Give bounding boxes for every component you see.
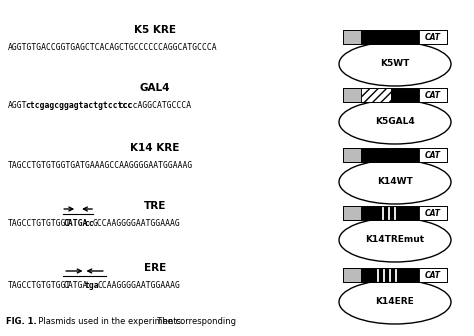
Bar [343,268,361,282]
Text: AGGT: AGGT [8,101,27,111]
Bar [361,148,419,162]
Text: cc: cc [84,219,94,228]
Bar [361,30,419,44]
Bar [419,30,447,44]
Text: AGGTGTGACCGGTGAGCTCACAGCTGCCCCCCAGGCATGCCCA: AGGTGTGACCGGTGAGCTCACAGCTGCCCCCCAGGCATGC… [8,43,218,52]
Bar [343,30,361,44]
Ellipse shape [339,280,451,324]
Text: ERE: ERE [144,263,166,273]
Ellipse shape [339,160,451,204]
Text: K14ERE: K14ERE [375,297,414,306]
Text: TAGCCTGTGTGGT: TAGCCTGTGTGGT [8,219,72,228]
Bar [419,88,447,102]
Text: CAT: CAT [425,33,441,42]
Text: CAT: CAT [425,209,441,217]
Text: TAGCCTGTGTGGT: TAGCCTGTGTGGT [8,282,72,291]
Text: GAL4: GAL4 [140,83,170,93]
Bar [361,268,419,282]
Text: K14WT: K14WT [377,177,413,186]
Text: K14 KRE: K14 KRE [130,143,180,153]
Bar [343,206,361,220]
Text: K5GAL4: K5GAL4 [375,118,415,126]
Text: TAGCCTGTGTGGTGATGAAAGCCAAGGGGAATGGAAAG: TAGCCTGTGTGGTGATGAAAGCCAAGGGGAATGGAAAG [8,162,193,170]
Bar [343,88,447,102]
Text: CATGA: CATGA [63,219,88,228]
Text: TRE: TRE [144,201,166,211]
Text: FIG. 1.: FIG. 1. [6,318,37,327]
Bar [391,88,419,102]
Bar [361,206,419,220]
Text: ccccAGGCATGCCCA: ccccAGGCATGCCCA [118,101,191,111]
Text: GCCAAGGGGAATGGAAAG: GCCAAGGGGAATGGAAAG [93,219,181,228]
Text: CATGA: CATGA [63,282,88,291]
Text: K14TREmut: K14TREmut [365,236,425,245]
Text: ctcgagcggagtactgtcctcc: ctcgagcggagtactgtcctcc [25,101,132,111]
Text: Plasmids used in the experiments.: Plasmids used in the experiments. [33,318,183,327]
Bar [343,148,447,162]
Text: CAT: CAT [425,90,441,99]
Ellipse shape [339,100,451,144]
Text: tga: tga [84,282,99,291]
Text: CAT: CAT [425,151,441,160]
Bar [343,206,447,220]
Text: K5 KRE: K5 KRE [134,25,176,35]
Bar [343,88,361,102]
Ellipse shape [339,218,451,262]
Bar [419,268,447,282]
Text: K5WT: K5WT [380,59,410,69]
Bar [343,30,447,44]
Text: The corresponding: The corresponding [152,318,236,327]
Bar [419,206,447,220]
Bar [419,148,447,162]
Text: CAT: CAT [425,270,441,280]
Bar [343,148,361,162]
Bar [361,88,391,102]
Ellipse shape [339,42,451,86]
Text: CCAAGGGGAATGGAAAG: CCAAGGGGAATGGAAAG [97,282,180,291]
Bar [343,268,447,282]
